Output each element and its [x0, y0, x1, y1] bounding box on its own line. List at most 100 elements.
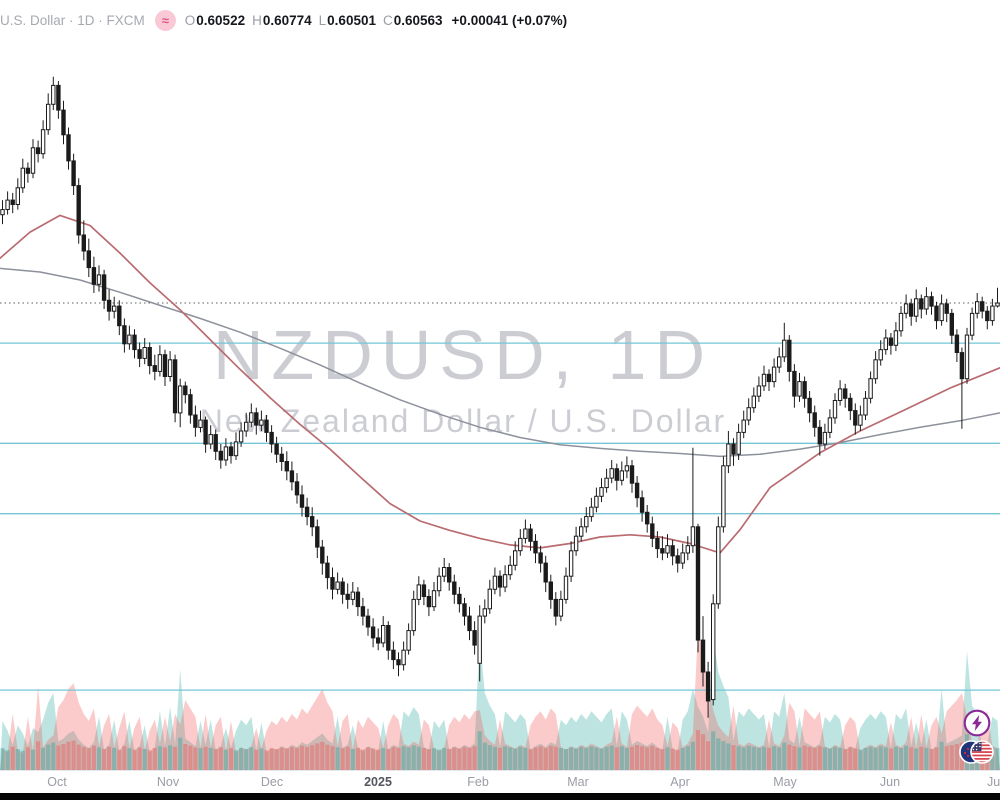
price-chart-canvas[interactable] — [0, 0, 1000, 770]
volume-bar — [274, 749, 279, 770]
candle-body — [766, 373, 772, 383]
volume-bar — [665, 747, 670, 770]
candle-body — [183, 385, 188, 396]
volume-bar — [482, 742, 487, 770]
candle-body — [0, 209, 5, 216]
volume-bar — [934, 747, 939, 770]
candle-body — [30, 147, 36, 174]
candle-body — [548, 581, 553, 600]
volume-bar — [157, 746, 162, 770]
candle-body — [294, 481, 300, 496]
candle-body — [370, 626, 376, 639]
candle-body — [777, 356, 782, 368]
candle-body — [15, 187, 21, 206]
volume-bar — [10, 746, 15, 770]
volume-bar — [112, 747, 117, 770]
volume-bar — [640, 746, 645, 770]
volume-bar — [472, 746, 477, 770]
volume-bar — [579, 746, 584, 770]
volume-bar — [61, 744, 66, 770]
candle-body — [949, 312, 954, 336]
candle-body — [345, 593, 350, 600]
candle-body — [563, 575, 569, 600]
volume-bar — [41, 747, 46, 770]
volume-bar — [371, 748, 376, 770]
volume-bar — [706, 741, 711, 770]
volume-bar — [553, 746, 558, 770]
candle-body — [670, 545, 675, 557]
candle-body — [695, 526, 701, 641]
volume-bar — [178, 737, 183, 770]
volume-bar — [447, 749, 452, 770]
candle-body — [325, 562, 330, 579]
volume-area — [0, 630, 1000, 770]
candle-body — [51, 84, 56, 105]
volume-bar — [36, 741, 41, 770]
volume-bar — [569, 747, 574, 770]
candle-body — [40, 129, 46, 155]
low-value: 0.60501 — [327, 12, 376, 28]
volume-bar — [0, 748, 5, 770]
volume-bar — [198, 748, 203, 770]
candle-body — [893, 330, 899, 346]
volume-bar — [30, 749, 36, 770]
candle-body — [513, 550, 518, 566]
volume-bar — [244, 749, 249, 770]
bottom-bar — [0, 793, 1000, 800]
candle-body — [101, 274, 107, 301]
candle-body — [462, 603, 467, 617]
volume-bar — [924, 747, 929, 770]
volume-bar — [487, 745, 492, 770]
low-label: L — [318, 12, 327, 28]
volume-bar — [320, 741, 325, 770]
volume-bar — [853, 748, 858, 770]
open-label: O — [184, 12, 196, 28]
time-axis-label: Nov — [156, 775, 180, 789]
volume-bar — [589, 746, 594, 770]
volume-bar — [604, 746, 609, 770]
volume-bar — [345, 746, 350, 770]
volume-bar — [259, 748, 264, 770]
volume-bar — [203, 746, 208, 770]
candle-body — [487, 588, 493, 610]
volume-bar — [264, 750, 269, 770]
volume-bar — [888, 748, 893, 770]
candle-body — [914, 298, 919, 317]
candle-body — [594, 495, 599, 508]
volume-bar — [518, 746, 523, 770]
candle-body — [751, 395, 756, 409]
candle-body — [25, 167, 31, 174]
volume-bar — [629, 746, 635, 770]
delayed-data-badge-icon[interactable]: ≈ — [154, 9, 176, 31]
candle-body — [746, 407, 751, 421]
volume-bar — [208, 747, 213, 770]
volume-bar — [457, 748, 462, 770]
candle-body — [924, 296, 929, 310]
candle-body — [853, 410, 858, 426]
candle-body — [71, 160, 76, 187]
candle-body — [716, 526, 721, 605]
candle-body — [391, 649, 396, 661]
time-axis[interactable]: Oct Nov Dec 2025 Feb Mar Apr May Jun Jul — [0, 770, 1000, 794]
candle-body — [711, 603, 716, 701]
volume-bar — [431, 748, 437, 770]
volume-bar — [335, 747, 340, 770]
volume-bar — [792, 746, 797, 770]
volume-bar — [746, 745, 751, 770]
volume-bar — [411, 745, 416, 770]
volume-bar — [56, 745, 61, 770]
candle-body — [228, 446, 234, 457]
candle-body — [350, 591, 356, 600]
candle-body — [629, 465, 635, 484]
candle-body — [848, 397, 853, 412]
boost-button[interactable] — [962, 708, 992, 743]
volume-bar — [71, 740, 76, 770]
volume-bar — [716, 738, 721, 770]
candle-body — [112, 305, 117, 312]
volume-bar — [807, 746, 812, 770]
candle-body — [442, 567, 447, 577]
candle-body — [254, 412, 259, 426]
volume-bar — [340, 748, 345, 770]
candle-body — [457, 593, 462, 605]
candle-body — [431, 590, 437, 608]
